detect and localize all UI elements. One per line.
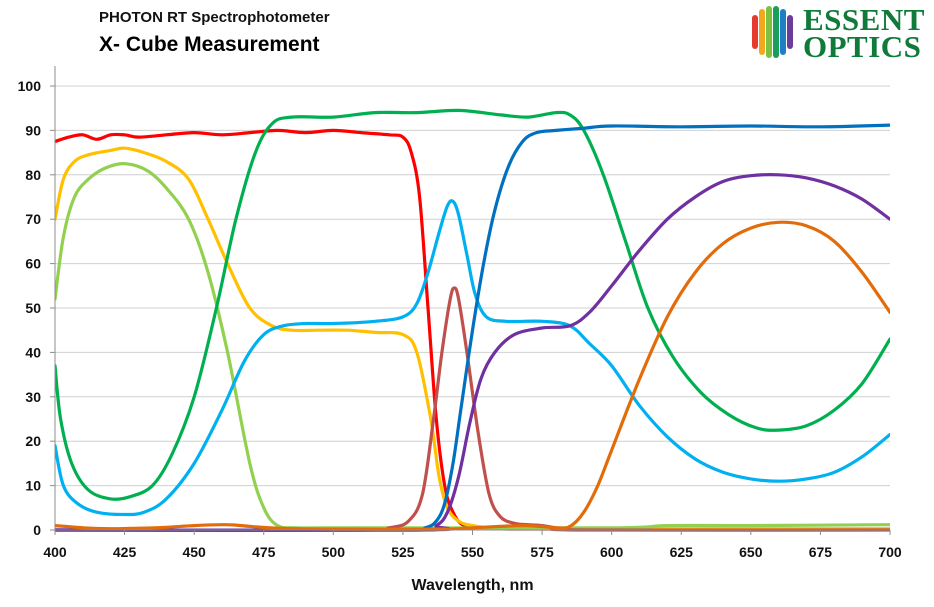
logo-stripes-icon — [752, 6, 793, 58]
x-tick-label-425: 425 — [113, 544, 137, 560]
y-tick-label-20: 20 — [25, 433, 41, 449]
x-tick-label-400: 400 — [43, 544, 67, 560]
y-tick-label-90: 90 — [25, 122, 41, 138]
y-tick-label-100: 100 — [18, 78, 42, 94]
logo-stripe-2 — [759, 9, 765, 55]
series-line-yellow — [55, 146, 890, 531]
x-tick-label-600: 600 — [600, 544, 624, 560]
x-tick-label-450: 450 — [182, 544, 206, 560]
series-lines — [55, 108, 890, 532]
x-tick-label-550: 550 — [461, 544, 485, 560]
x-tick-label-500: 500 — [322, 544, 346, 560]
x-tick-label-475: 475 — [252, 544, 276, 560]
series-line-light-green — [55, 162, 890, 530]
logo-stripe-1 — [752, 15, 758, 49]
x-tick-label-700: 700 — [878, 544, 902, 560]
logo-stripe-3 — [766, 6, 772, 58]
series-line-orange — [55, 220, 890, 531]
logo-stripe-4 — [773, 6, 779, 58]
axes — [50, 66, 891, 535]
x-tick-label-675: 675 — [809, 544, 833, 560]
logo-line1: ESSENT — [803, 2, 925, 37]
x-axis-label: Wavelength, nm — [411, 577, 533, 594]
y-tick-label-80: 80 — [25, 167, 41, 183]
logo-stripe-6 — [787, 15, 793, 49]
series-line-light-blue — [55, 199, 890, 517]
logo-line2: OPTICS — [803, 29, 922, 64]
logo-stripe-5 — [780, 9, 786, 55]
tick-labels: 0 10 20 30 40 50 60 70 80 90 100 400 425 450 475 500 525… — [18, 78, 902, 560]
series-line-blue — [55, 123, 890, 532]
series-line-green — [55, 108, 890, 501]
x-tick-label-575: 575 — [530, 544, 554, 560]
y-tick-label-30: 30 — [25, 389, 41, 405]
x-tick-label-650: 650 — [739, 544, 763, 560]
y-tick-label-70: 70 — [25, 211, 41, 227]
x-tick-label-525: 525 — [391, 544, 415, 560]
y-tick-label-0: 0 — [33, 522, 41, 538]
chart-subtitle: PHOTON RT Spectrophotometer — [99, 9, 330, 26]
essent-optics-logo: ESSENT OPTICS — [748, 2, 928, 62]
y-tick-label-50: 50 — [25, 300, 41, 316]
series-line-purple — [55, 173, 890, 532]
y-tick-label-40: 40 — [25, 344, 41, 360]
y-tick-label-60: 60 — [25, 256, 41, 272]
x-tick-label-625: 625 — [670, 544, 694, 560]
y-tick-label-10: 10 — [25, 478, 41, 494]
chart-title: X- Cube Measurement — [99, 33, 320, 56]
